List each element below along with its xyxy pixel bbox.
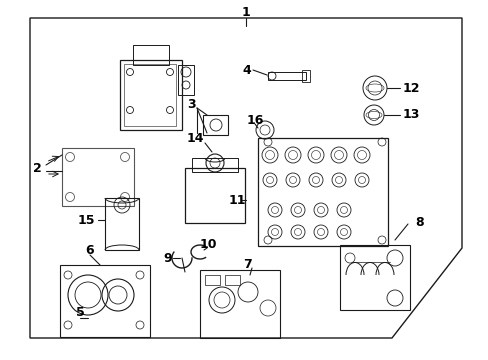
Bar — [178, 65, 194, 95]
Bar — [62, 148, 134, 206]
Text: 1: 1 — [241, 5, 250, 18]
Text: 8: 8 — [414, 216, 423, 229]
Bar — [258, 138, 387, 246]
Bar — [204, 275, 220, 285]
Bar — [224, 275, 240, 285]
Text: 13: 13 — [402, 108, 420, 122]
Text: 16: 16 — [246, 113, 263, 126]
Bar — [200, 270, 280, 338]
Bar — [192, 158, 238, 172]
Text: 3: 3 — [187, 99, 196, 112]
Bar — [124, 64, 176, 126]
Text: 2: 2 — [33, 162, 41, 175]
Text: 6: 6 — [85, 243, 94, 256]
Bar — [203, 115, 227, 135]
Bar — [60, 265, 150, 337]
Bar — [105, 198, 139, 250]
Text: 14: 14 — [186, 131, 203, 144]
Text: 15: 15 — [77, 213, 95, 226]
Text: 11: 11 — [228, 194, 245, 207]
Text: 12: 12 — [402, 81, 420, 94]
Bar — [133, 45, 169, 65]
Text: 4: 4 — [242, 63, 251, 77]
Bar — [267, 72, 305, 80]
Bar — [120, 60, 182, 130]
Bar — [339, 245, 409, 310]
Bar — [302, 70, 309, 82]
Text: 5: 5 — [76, 306, 84, 319]
Text: 7: 7 — [243, 258, 252, 271]
Bar — [184, 168, 244, 223]
Text: 9: 9 — [163, 252, 172, 265]
Text: 10: 10 — [199, 238, 216, 251]
